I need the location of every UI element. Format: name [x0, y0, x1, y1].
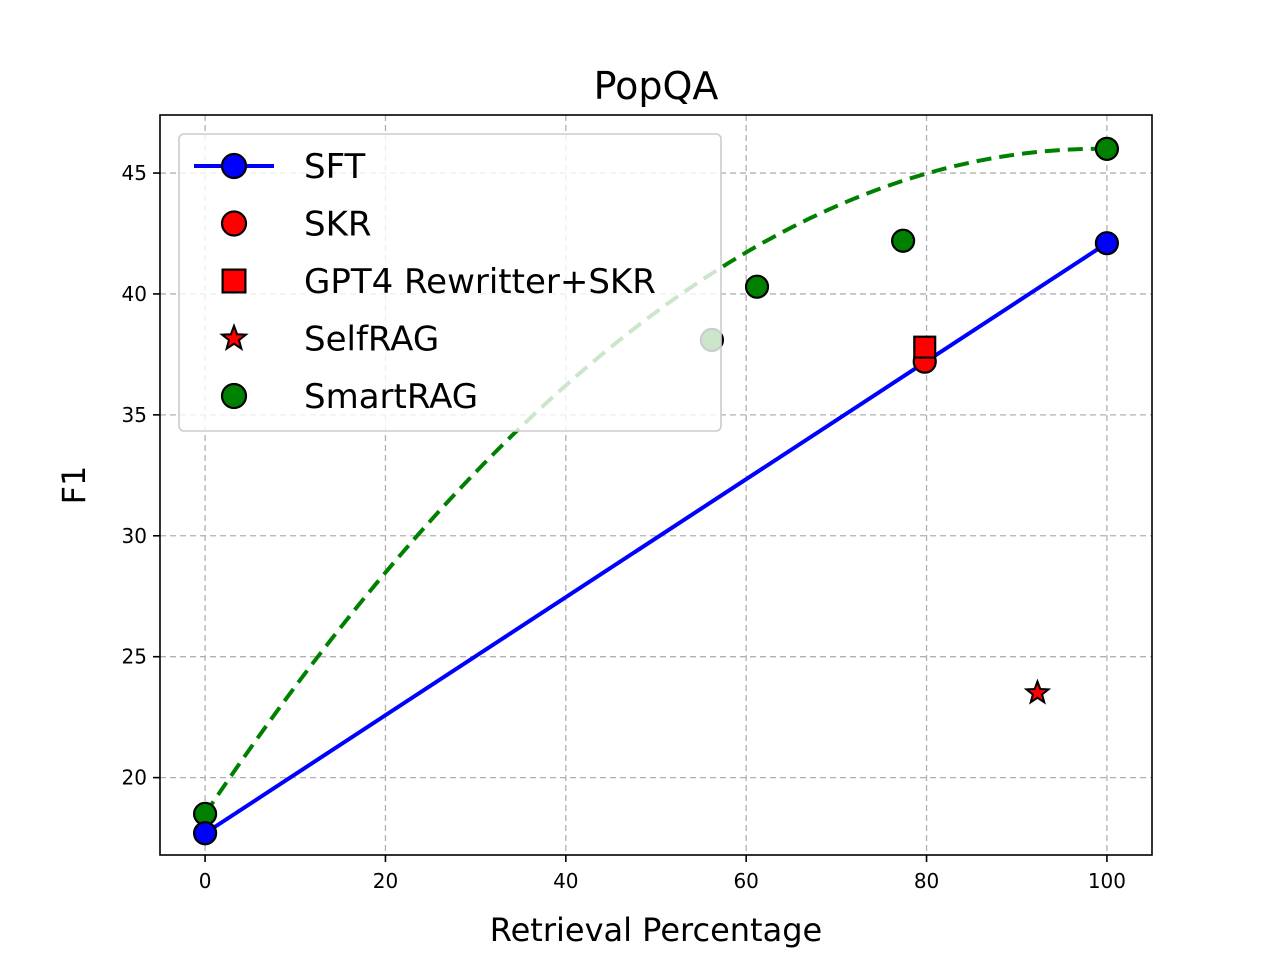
- y-tick-label: 30: [122, 524, 147, 548]
- legend-skr-marker: [220, 210, 248, 237]
- series-layer: [192, 136, 1120, 846]
- x-tick-label: 60: [733, 869, 758, 893]
- smartrag-point: [890, 228, 916, 253]
- ticks-layer: 0 20 40 60 80 100 20 25 30 35 40 45: [122, 161, 1126, 893]
- y-tick-label: 20: [122, 766, 147, 790]
- x-tick-label: 20: [373, 869, 398, 893]
- y-axis-label: F1: [55, 466, 93, 505]
- plot-frame: [159, 114, 1153, 856]
- legend-sft-marker: [220, 152, 248, 180]
- sft-point: [1094, 231, 1120, 256]
- legend: SFT SKR GPT4 Rewritter+SKR SelfRAG SmartRAG: [178, 133, 722, 432]
- x-tick-label: 40: [553, 869, 578, 893]
- y-tick-label: 40: [122, 282, 147, 306]
- x-tick-label: 80: [914, 869, 939, 893]
- x-tick-label: 0: [199, 869, 212, 893]
- legend-gpt4-rewritter-skr-marker: [221, 268, 247, 294]
- legend-smartrag-label: SmartRAG: [304, 377, 478, 417]
- chart-title: PopQA: [594, 64, 719, 108]
- x-tick-label: 100: [1088, 869, 1126, 893]
- legend-selfrag-label: SelfRAG: [304, 320, 439, 360]
- legend-gpt4-rewritter-skr-label: GPT4 Rewritter+SKR: [304, 262, 656, 302]
- sft-line: [203, 241, 1109, 835]
- legend-skr-label: SKR: [304, 205, 372, 245]
- y-tick-label: 45: [122, 161, 147, 185]
- legend-smartrag-marker: [220, 382, 248, 410]
- legend-sft-label: SFT: [304, 147, 366, 187]
- x-axis-label: Retrieval Percentage: [490, 911, 822, 949]
- selfrag-point: [1023, 678, 1052, 705]
- legend-box: [178, 133, 722, 432]
- y-tick-label: 35: [122, 403, 147, 427]
- y-tick-label: 25: [122, 645, 147, 669]
- sft-point: [192, 821, 218, 846]
- legend-selfrag-marker: [219, 323, 249, 352]
- gpt4-rewritter-skr-point: [913, 335, 937, 359]
- smartrag-point: [744, 274, 770, 299]
- smartrag-point: [1094, 136, 1120, 161]
